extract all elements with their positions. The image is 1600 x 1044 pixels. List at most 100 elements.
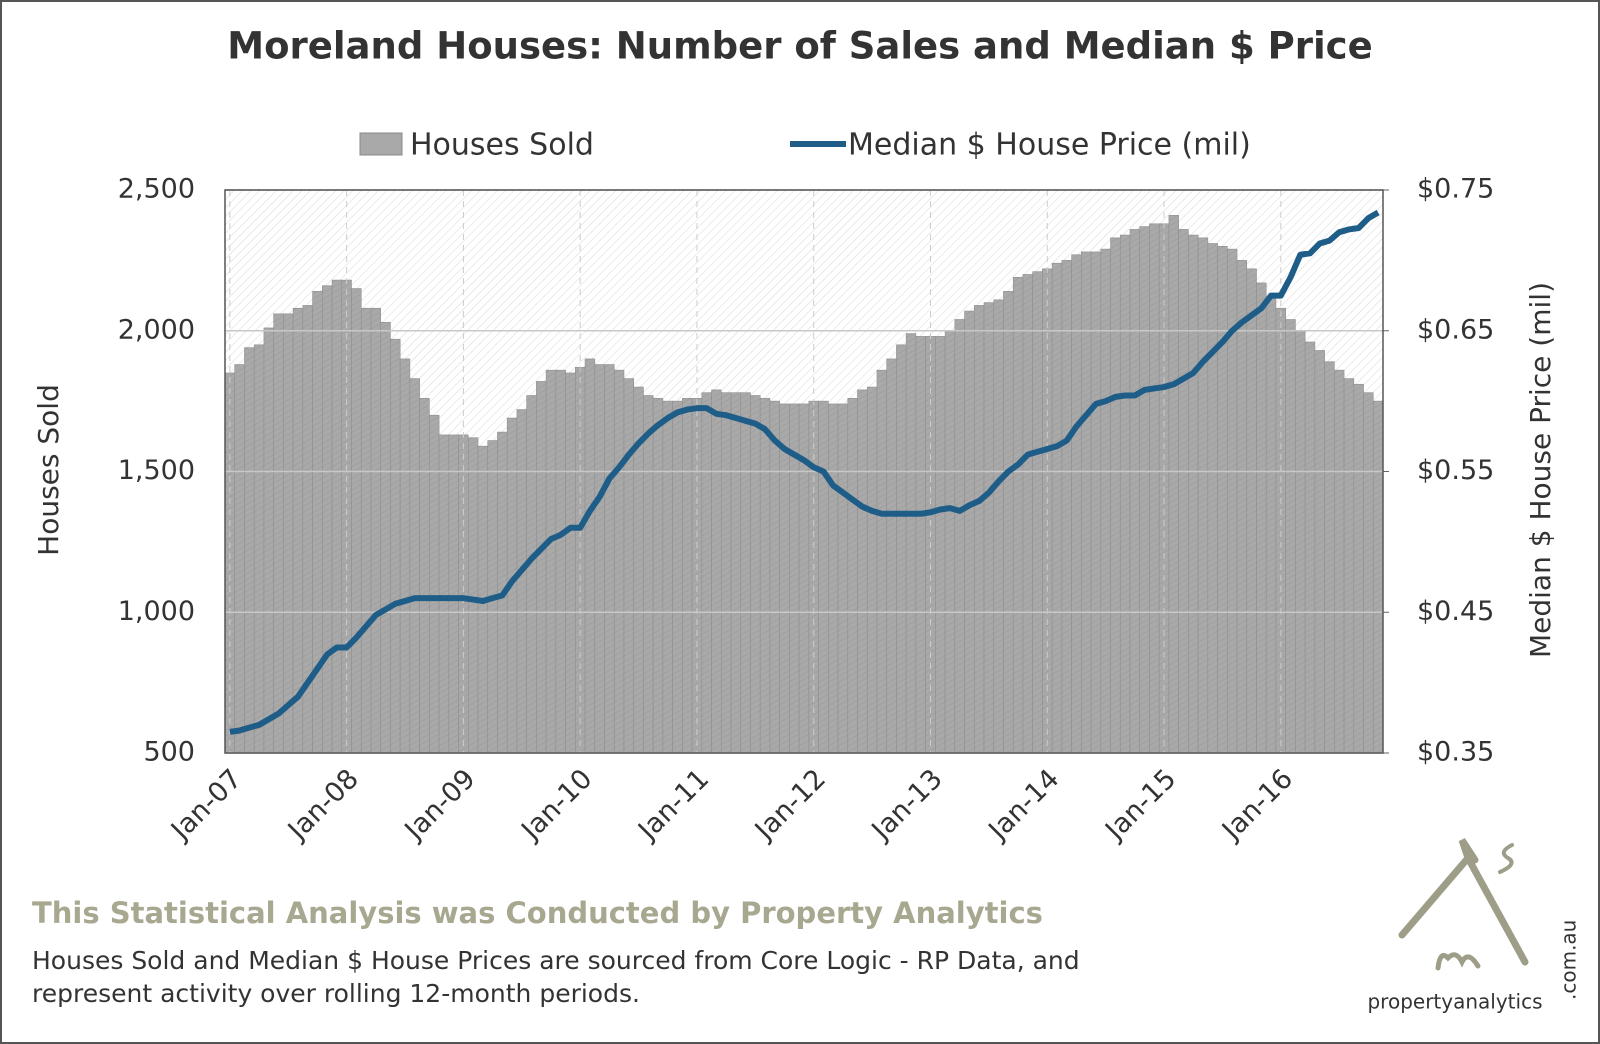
- bar: [711, 389, 722, 754]
- bar: [652, 398, 664, 754]
- bar: [604, 364, 615, 754]
- bar: [837, 403, 849, 754]
- x-tick-label: Jan-09: [398, 763, 482, 847]
- bar: [370, 307, 381, 754]
- bar: [682, 398, 693, 754]
- bar: [1334, 369, 1345, 754]
- bar: [740, 392, 751, 754]
- bar: [1061, 260, 1072, 754]
- y-tick-label: 1,000: [118, 596, 195, 627]
- bar: [1236, 260, 1248, 754]
- bar: [448, 434, 459, 754]
- bar: [643, 395, 654, 754]
- bar: [896, 344, 907, 754]
- bar: [759, 398, 771, 754]
- bar: [1100, 248, 1111, 754]
- bar: [1314, 350, 1325, 754]
- bar: [234, 364, 245, 754]
- bar: [857, 389, 868, 754]
- x-tick-label: Jan-08: [281, 763, 365, 847]
- bar: [1197, 237, 1209, 754]
- bar: [1081, 251, 1092, 754]
- bar: [915, 336, 926, 754]
- bar: [886, 358, 897, 754]
- y2-tick-label: $0.65: [1417, 314, 1494, 345]
- bar: [769, 400, 780, 754]
- bar: [1129, 229, 1141, 754]
- bar: [409, 378, 420, 754]
- bar: [1256, 282, 1267, 754]
- bar: [283, 313, 294, 754]
- bar: [983, 302, 995, 754]
- bar: [623, 378, 635, 754]
- bar: [866, 386, 878, 754]
- y2-axis-title: Median $ House Price (mil): [1524, 282, 1557, 658]
- bar: [380, 322, 391, 754]
- bar: [1012, 276, 1024, 754]
- logo: [1398, 838, 1529, 971]
- bar: [993, 299, 1004, 754]
- bar: [1139, 226, 1150, 754]
- y-axis-title: Houses Sold: [32, 384, 65, 556]
- bar: [1090, 251, 1102, 754]
- y-tick-label: 2,000: [118, 314, 195, 345]
- plot-border: [224, 189, 1384, 754]
- bar: [565, 372, 576, 754]
- bar: [818, 400, 829, 754]
- bar: [399, 358, 411, 754]
- legend-swatch: [359, 132, 403, 156]
- y2-tick-label: $0.75: [1417, 174, 1494, 205]
- bar: [322, 285, 333, 754]
- bar: [1032, 271, 1043, 754]
- bar: [467, 437, 479, 754]
- bar: [964, 310, 975, 754]
- bar: [438, 434, 450, 754]
- x-tick-label: Jan-07: [164, 763, 248, 847]
- bar: [545, 369, 557, 754]
- bar: [1343, 378, 1355, 754]
- bar: [526, 395, 537, 754]
- bar: [253, 344, 265, 754]
- bar: [244, 347, 255, 754]
- bar: [1372, 400, 1384, 754]
- bar: [429, 414, 440, 754]
- bar: [555, 369, 566, 754]
- y2-tick-label: $0.35: [1417, 737, 1494, 768]
- y2-tick-label: $0.45: [1417, 596, 1494, 627]
- bar: [1119, 234, 1131, 754]
- bar: [1324, 361, 1335, 754]
- x-tick-label: Jan-16: [1215, 763, 1299, 847]
- bar: [613, 369, 625, 754]
- bar: [828, 403, 839, 754]
- footer-heading: This Statistical Analysis was Conducted …: [32, 896, 1043, 930]
- bar: [935, 336, 946, 754]
- x-tick-label: Jan-10: [514, 763, 598, 847]
- bar: [584, 358, 596, 754]
- bar: [1071, 254, 1082, 754]
- bar: [1265, 296, 1277, 754]
- bar: [1246, 268, 1257, 754]
- footer-note: Houses Sold and Median $ House Prices ar…: [32, 946, 1080, 1008]
- bar: [1217, 246, 1228, 754]
- x-tick-label: Jan-14: [982, 763, 1066, 847]
- bar: [973, 305, 985, 754]
- price-line: [229, 209, 1380, 735]
- bar: [360, 307, 372, 754]
- x-tick-label: Jan-13: [865, 763, 949, 847]
- bar: [458, 434, 469, 754]
- bar: [1285, 319, 1296, 754]
- bar: [730, 392, 742, 754]
- bar: [1363, 392, 1374, 754]
- bar: [905, 333, 917, 754]
- x-tick-label: Jan-15: [1098, 763, 1182, 847]
- bar: [341, 279, 352, 754]
- bar: [720, 392, 732, 754]
- bar: [536, 381, 547, 754]
- y-tick-label: 2,500: [118, 174, 195, 205]
- bar: [1168, 215, 1179, 754]
- logo-name: propertyanalytics: [1367, 990, 1542, 1014]
- y2-tick-label: $0.55: [1417, 455, 1494, 486]
- bar: [351, 288, 362, 754]
- bar: [273, 313, 284, 754]
- bar: [312, 291, 323, 754]
